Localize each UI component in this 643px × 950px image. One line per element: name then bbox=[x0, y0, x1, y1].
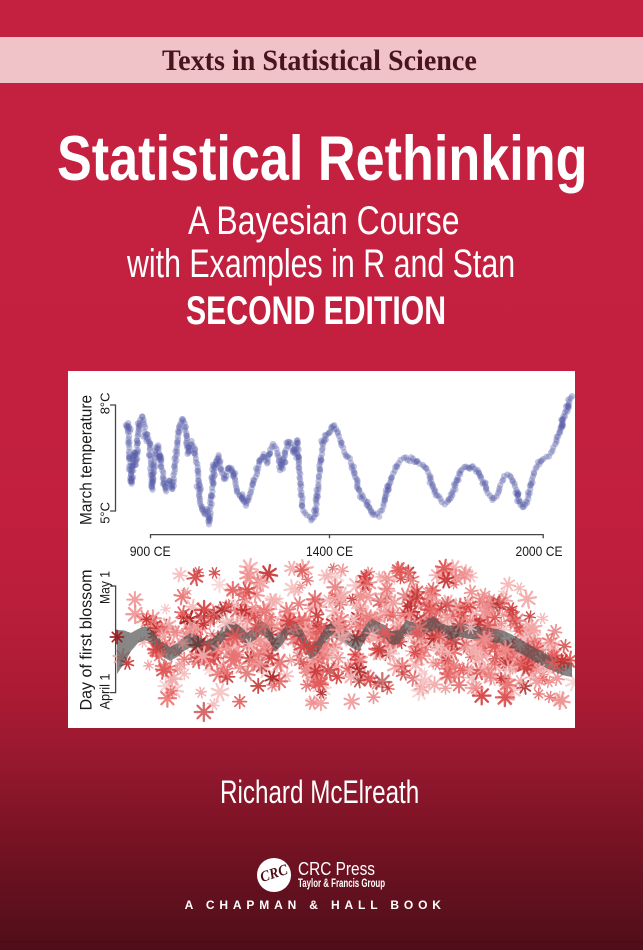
svg-text:Day of first blossom: Day of first blossom bbox=[78, 570, 96, 711]
svg-text:900 CE: 900 CE bbox=[130, 543, 171, 559]
svg-text:8°C: 8°C bbox=[98, 392, 113, 414]
svg-text:5°C: 5°C bbox=[98, 502, 113, 524]
svg-text:May 1: May 1 bbox=[98, 571, 113, 604]
svg-text:March temperature: March temperature bbox=[78, 395, 96, 525]
svg-text:April 1: April 1 bbox=[98, 674, 113, 710]
svg-text:1400 CE: 1400 CE bbox=[306, 543, 353, 559]
svg-text:2000 CE: 2000 CE bbox=[516, 543, 563, 559]
